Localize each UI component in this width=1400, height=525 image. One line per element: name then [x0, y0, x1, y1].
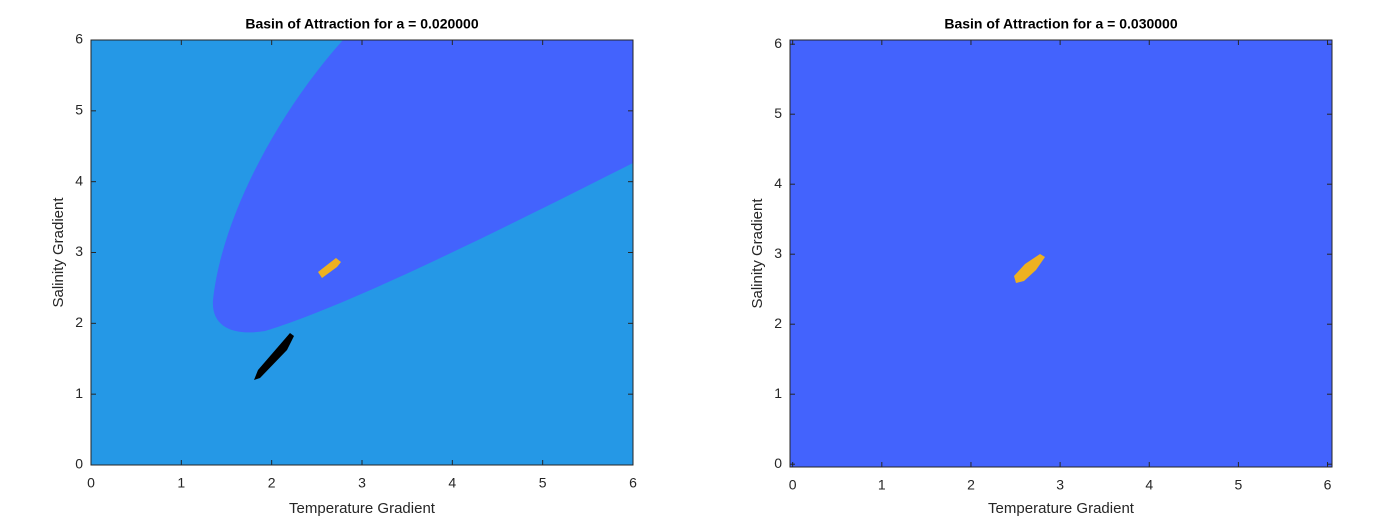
x-tick-label: 4	[448, 475, 456, 491]
y-tick-label: 3	[774, 245, 782, 261]
y-axis-label: Salinity Gradient	[749, 198, 766, 309]
x-tick-label: 4	[1145, 477, 1153, 493]
y-tick-label: 3	[75, 243, 83, 259]
x-tick-label: 0	[789, 477, 797, 493]
y-tick-label: 2	[75, 314, 83, 330]
y-tick-label: 5	[774, 105, 782, 121]
x-axis-label: Temperature Gradient	[988, 500, 1135, 517]
x-tick-label: 2	[268, 475, 276, 491]
x-tick-label: 3	[1056, 477, 1064, 493]
x-tick-label: 6	[629, 475, 637, 491]
attractor	[318, 258, 341, 278]
chart-title: Basin of Attraction for a = 0.020000	[245, 16, 478, 32]
y-tick-label: 2	[774, 315, 782, 331]
x-tick-label: 5	[539, 475, 547, 491]
basin-image	[790, 40, 1332, 467]
attractor	[254, 333, 294, 380]
y-tick-label: 1	[774, 385, 782, 401]
basin-region	[212, 40, 633, 333]
x-axis-label: Temperature Gradient	[289, 500, 436, 517]
chart-title: Basin of Attraction for a = 0.030000	[944, 16, 1177, 32]
x-tick-label: 3	[358, 475, 366, 491]
y-tick-label: 4	[774, 175, 782, 191]
y-tick-label: 6	[774, 35, 782, 51]
y-tick-label: 0	[75, 456, 83, 472]
x-tick-label: 2	[967, 477, 975, 493]
axes-box	[789, 39, 1333, 468]
y-tick-label: 4	[75, 172, 83, 188]
x-tick-label: 6	[1324, 477, 1332, 493]
y-tick-label: 6	[75, 31, 83, 47]
y-tick-label: 0	[774, 455, 782, 471]
x-tick-label: 1	[878, 477, 886, 493]
y-tick-label: 5	[75, 102, 83, 118]
y-tick-label: 1	[75, 385, 83, 401]
basin-region	[790, 40, 1332, 467]
x-tick-label: 5	[1234, 477, 1242, 493]
x-tick-label: 0	[87, 475, 95, 491]
y-axis-label: Salinity Gradient	[50, 197, 67, 308]
x-tick-label: 1	[177, 475, 185, 491]
attractor	[1014, 254, 1045, 283]
basin-image	[91, 40, 633, 465]
